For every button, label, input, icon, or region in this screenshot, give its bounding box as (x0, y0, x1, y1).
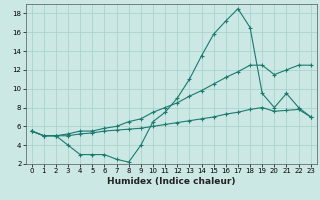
X-axis label: Humidex (Indice chaleur): Humidex (Indice chaleur) (107, 177, 236, 186)
